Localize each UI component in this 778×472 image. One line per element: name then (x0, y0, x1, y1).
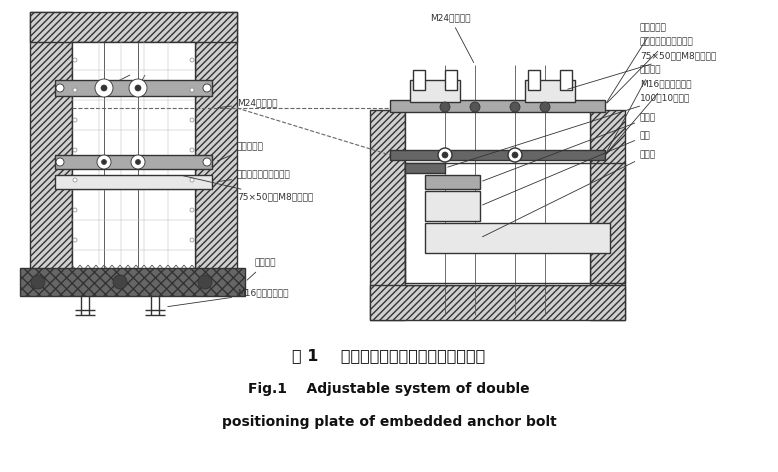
Circle shape (470, 102, 480, 112)
Circle shape (190, 88, 194, 92)
Circle shape (135, 85, 141, 91)
Bar (55, 80, 212, 96)
Circle shape (190, 178, 194, 182)
Text: 附加铁板: 附加铁板 (606, 66, 661, 152)
Bar (195, 12, 237, 272)
Text: M16附加预埋螺栓: M16附加预埋螺栓 (168, 288, 289, 307)
Circle shape (73, 208, 77, 212)
Circle shape (73, 88, 77, 92)
Bar (405, 163, 445, 173)
Circle shape (73, 238, 77, 242)
Circle shape (510, 102, 520, 112)
Circle shape (190, 118, 194, 122)
Bar (370, 285, 625, 320)
Circle shape (56, 84, 64, 92)
Bar (413, 70, 425, 90)
Circle shape (190, 58, 194, 62)
Bar (390, 100, 605, 112)
Circle shape (508, 148, 522, 162)
Bar (560, 70, 572, 90)
Text: M24柱脚螺栓: M24柱脚螺栓 (218, 99, 278, 108)
Circle shape (113, 275, 127, 289)
Bar (405, 110, 590, 285)
Circle shape (129, 79, 147, 97)
Circle shape (73, 58, 77, 62)
Circle shape (73, 118, 77, 122)
Text: 附加铁板: 附加铁板 (247, 259, 276, 280)
Bar (425, 175, 480, 189)
Circle shape (512, 152, 518, 158)
Bar (528, 70, 540, 90)
Circle shape (440, 102, 450, 112)
Text: M24柱脚螺栓: M24柱脚螺栓 (430, 14, 474, 63)
Text: 钢衬垫: 钢衬垫 (482, 113, 656, 181)
Text: 柱脚定位板: 柱脚定位板 (607, 24, 667, 102)
Text: M16附加预埋螺栓: M16附加预埋螺栓 (607, 79, 692, 153)
Circle shape (442, 152, 448, 158)
Bar (590, 110, 625, 320)
Circle shape (438, 148, 452, 162)
Bar (55, 155, 212, 169)
Circle shape (101, 85, 107, 91)
Text: 柱脚定位板: 柱脚定位板 (218, 143, 264, 161)
Text: 图 1    预埋柱脚螺栓双层定位板可调体系: 图 1 预埋柱脚螺栓双层定位板可调体系 (293, 348, 485, 363)
Text: 通长定位板与木方固定: 通长定位板与木方固定 (218, 170, 291, 182)
Text: 75×50木方M8螺栓紧固: 75×50木方M8螺栓紧固 (568, 51, 717, 89)
Text: Fig.1    Adjustable system of double: Fig.1 Adjustable system of double (248, 382, 530, 396)
Bar (30, 12, 72, 272)
Bar (20, 268, 245, 296)
Circle shape (190, 208, 194, 212)
Circle shape (131, 155, 145, 169)
Bar (390, 150, 605, 160)
Circle shape (101, 160, 107, 165)
Bar (30, 12, 237, 42)
Circle shape (56, 158, 64, 166)
Circle shape (203, 84, 211, 92)
Bar (370, 110, 405, 320)
Bar (55, 175, 212, 189)
Circle shape (95, 79, 113, 97)
Circle shape (540, 102, 550, 112)
Circle shape (97, 155, 111, 169)
Text: 75×50木方M8螺栓紧固: 75×50木方M8螺栓紧固 (183, 176, 314, 202)
Circle shape (73, 148, 77, 152)
Circle shape (198, 275, 212, 289)
Circle shape (73, 178, 77, 182)
Text: 木模板: 木模板 (482, 151, 656, 237)
Text: 木方: 木方 (482, 132, 650, 205)
Text: 通长定位板与木方固定: 通长定位板与木方固定 (607, 37, 694, 103)
Bar (445, 70, 457, 90)
Bar (425, 191, 480, 221)
Text: positioning plate of embedded anchor bolt: positioning plate of embedded anchor bol… (222, 415, 556, 429)
Circle shape (190, 148, 194, 152)
Bar (525, 80, 575, 102)
Circle shape (31, 275, 45, 289)
Bar (405, 163, 625, 283)
Circle shape (135, 160, 141, 165)
Bar (425, 223, 610, 253)
Circle shape (203, 158, 211, 166)
Bar (410, 80, 460, 102)
Bar (72, 42, 195, 272)
Circle shape (190, 238, 194, 242)
Text: 100宽10厚钢板: 100宽10厚钢板 (447, 93, 690, 167)
